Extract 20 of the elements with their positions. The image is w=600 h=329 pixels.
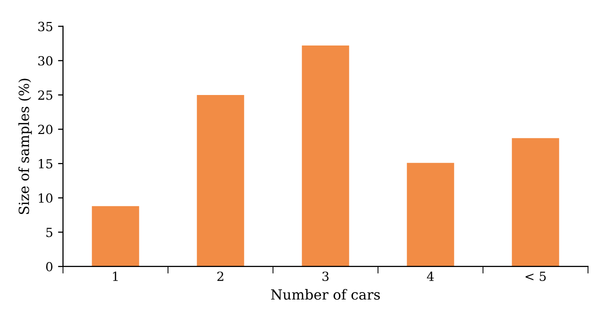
y-tick-label: 10 [38, 193, 52, 203]
bar [512, 138, 560, 266]
y-tick-label: 25 [38, 90, 52, 100]
bar [92, 206, 140, 266]
bar [302, 46, 350, 266]
x-tick-label: < 5 [526, 272, 546, 282]
bar [406, 162, 454, 266]
y-tick-label: 35 [38, 22, 52, 32]
y-axis-title: Size of samples (%) [18, 78, 32, 214]
bar [196, 94, 244, 266]
y-tick-label: 30 [38, 56, 52, 66]
y-tick-label: 15 [38, 159, 52, 168]
y-tick-label: 0 [46, 262, 52, 272]
y-tick-label: 20 [38, 124, 52, 134]
x-tick-label: 1 [113, 272, 118, 281]
x-tick-label: 4 [426, 272, 434, 281]
x-tick-label: 3 [322, 272, 329, 282]
x-axis-title: Number of cars [271, 289, 380, 300]
y-tick-label: 5 [46, 228, 52, 238]
x-tick-label: 2 [217, 272, 224, 281]
